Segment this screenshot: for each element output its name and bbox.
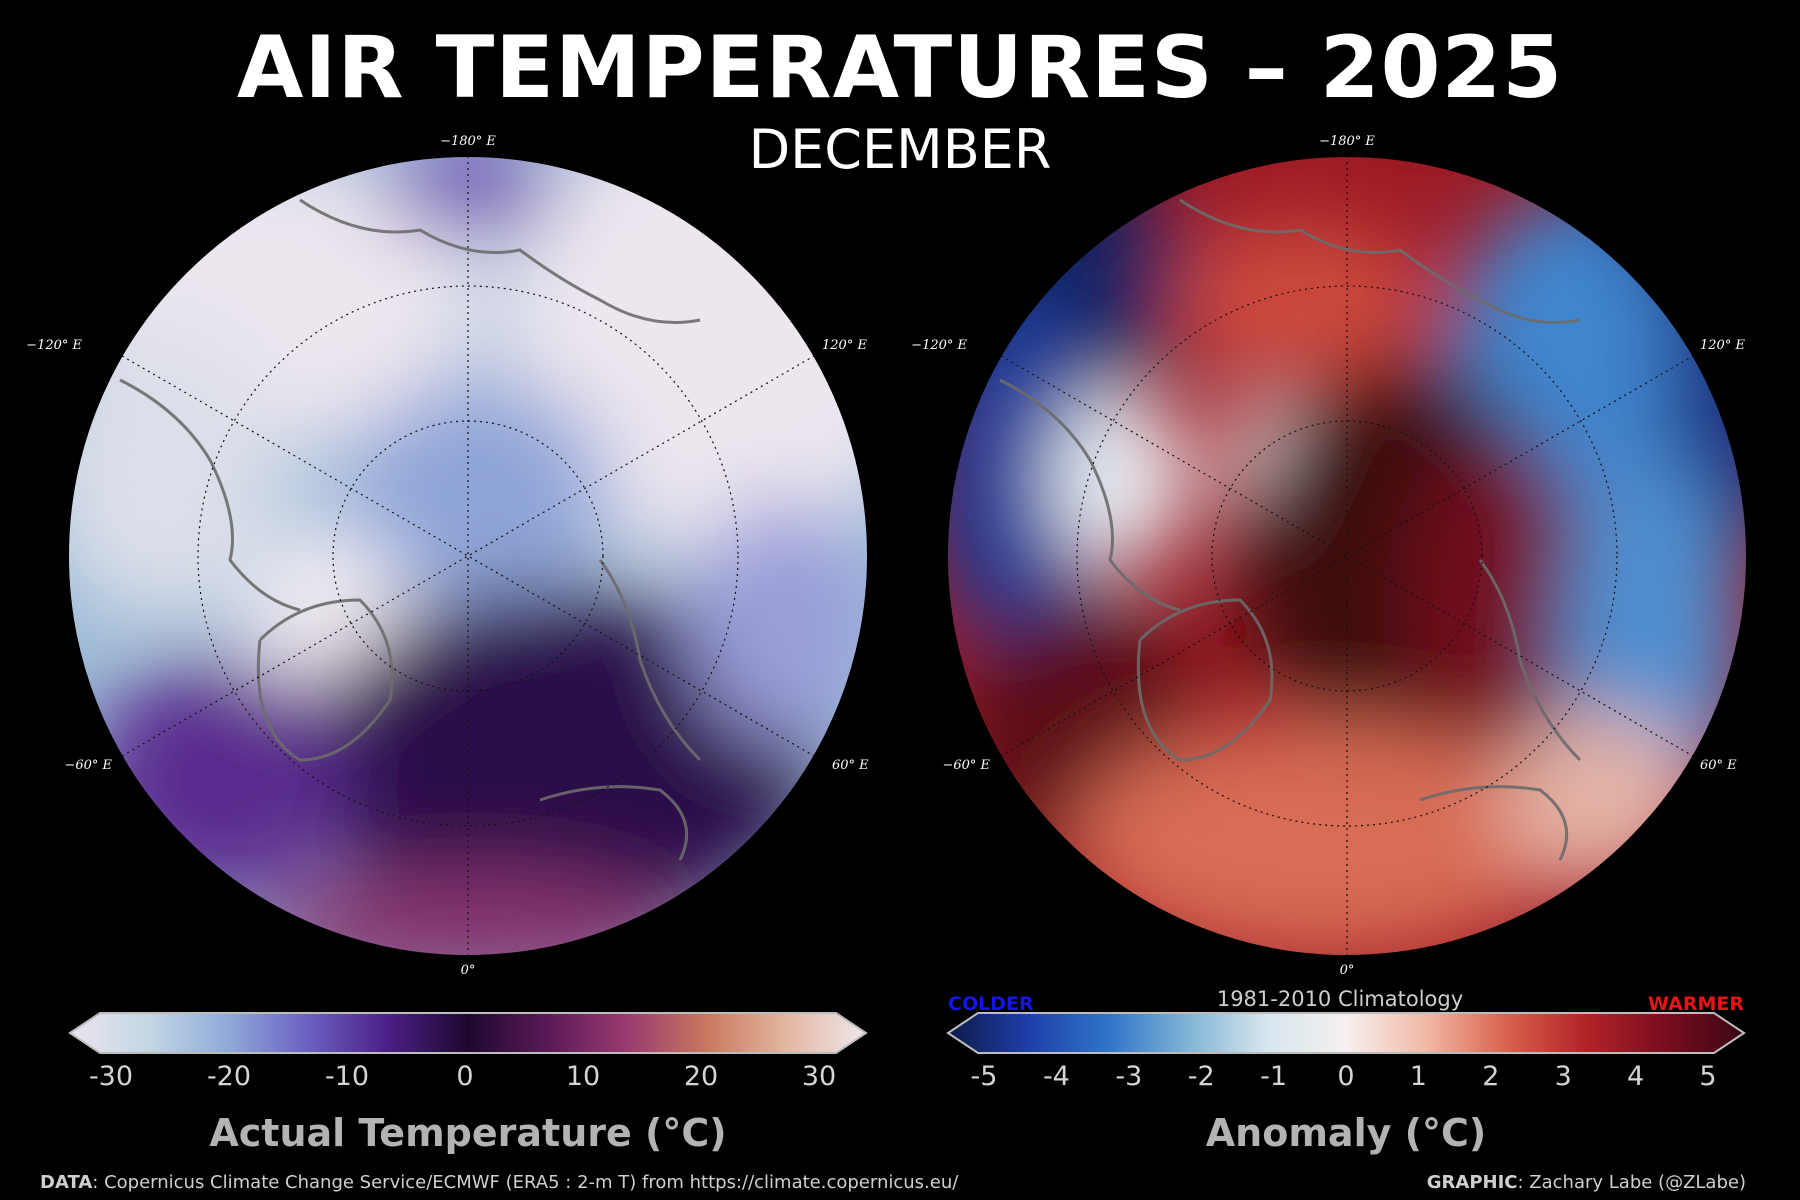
- actual-colorbar-tick: 0: [456, 1061, 473, 1092]
- lon-label-bottom: 0°: [1340, 963, 1355, 978]
- actual-colorbar-tick: 10: [566, 1061, 600, 1092]
- data-credit: DATA: Copernicus Climate Change Service/…: [40, 1172, 958, 1193]
- lon-label-lower-right: 60° E: [1700, 758, 1737, 773]
- anomaly-colorbar-tick: 2: [1482, 1061, 1499, 1092]
- actual-colorbar-tick: -20: [207, 1061, 251, 1092]
- lon-label-lower-left: −60° E: [64, 758, 112, 773]
- actual-colorbar-tick: 30: [802, 1061, 836, 1092]
- actual-colorbar: -30 -20 -10 0 10 20 30 Actual Temperature (°C): [68, 1012, 868, 1155]
- lon-label-lower-left: −60° E: [942, 758, 990, 773]
- anomaly-colorbar-tick: 3: [1555, 1061, 1572, 1092]
- graphic-credit-text: : Zachary Labe (@ZLabe): [1517, 1172, 1746, 1193]
- anomaly-colorbar-tick: -4: [1043, 1061, 1070, 1092]
- actual-colorbar-tick: -30: [89, 1061, 133, 1092]
- data-credit-label: DATA: [40, 1172, 93, 1193]
- actual-colorbar-tick: -10: [325, 1061, 369, 1092]
- actual-colorbar-title: Actual Temperature (°C): [209, 1111, 726, 1155]
- lon-label-upper-right: 120° E: [1700, 338, 1745, 353]
- anomaly-map: [946, 155, 1748, 957]
- anomaly-colorbar-tick: 0: [1337, 1061, 1354, 1092]
- lon-label-bottom: 0°: [461, 963, 476, 978]
- anomaly-colorbar-tick: -5: [971, 1061, 998, 1092]
- lon-label-upper-left: −120° E: [26, 338, 82, 353]
- anomaly-colorbar-tick: 1: [1410, 1061, 1427, 1092]
- lon-label-upper-left: −120° E: [911, 338, 967, 353]
- actual-colorbar-tick: 20: [684, 1061, 718, 1092]
- anomaly-colorbar-tick: 4: [1627, 1061, 1644, 1092]
- graphic-credit: GRAPHIC: Zachary Labe (@ZLabe): [1427, 1172, 1746, 1193]
- lon-label-lower-right: 60° E: [832, 758, 869, 773]
- actual-temperature-map: [67, 155, 869, 957]
- anomaly-colorbar-title: Anomaly (°C): [1206, 1111, 1486, 1155]
- anomaly-colorbar-tick: 5: [1699, 1061, 1716, 1092]
- anomaly-colorbar-tick: -3: [1115, 1061, 1142, 1092]
- warmer-label: WARMER: [1648, 993, 1744, 1015]
- page-subtitle: DECEMBER: [748, 118, 1052, 181]
- colder-label: COLDER: [948, 993, 1034, 1015]
- graphic-credit-label: GRAPHIC: [1426, 1172, 1518, 1193]
- anomaly-colorbar-tick: -2: [1188, 1061, 1215, 1092]
- lon-label-upper-right: 120° E: [822, 338, 867, 353]
- page-title: AIR TEMPERATURES – 2025: [236, 18, 1564, 118]
- climatology-label: 1981-2010 Climatology: [1217, 987, 1463, 1011]
- lon-label-top: −180° E: [440, 134, 496, 149]
- anomaly-colorbar: 1981-2010 Climatology COLDER WARMER -5 -4…: [946, 987, 1746, 1155]
- anomaly-colorbar-tick: -1: [1260, 1061, 1287, 1092]
- data-credit-text: : Copernicus Climate Change Service/ECMW…: [92, 1172, 959, 1193]
- lon-label-top: −180° E: [1319, 134, 1375, 149]
